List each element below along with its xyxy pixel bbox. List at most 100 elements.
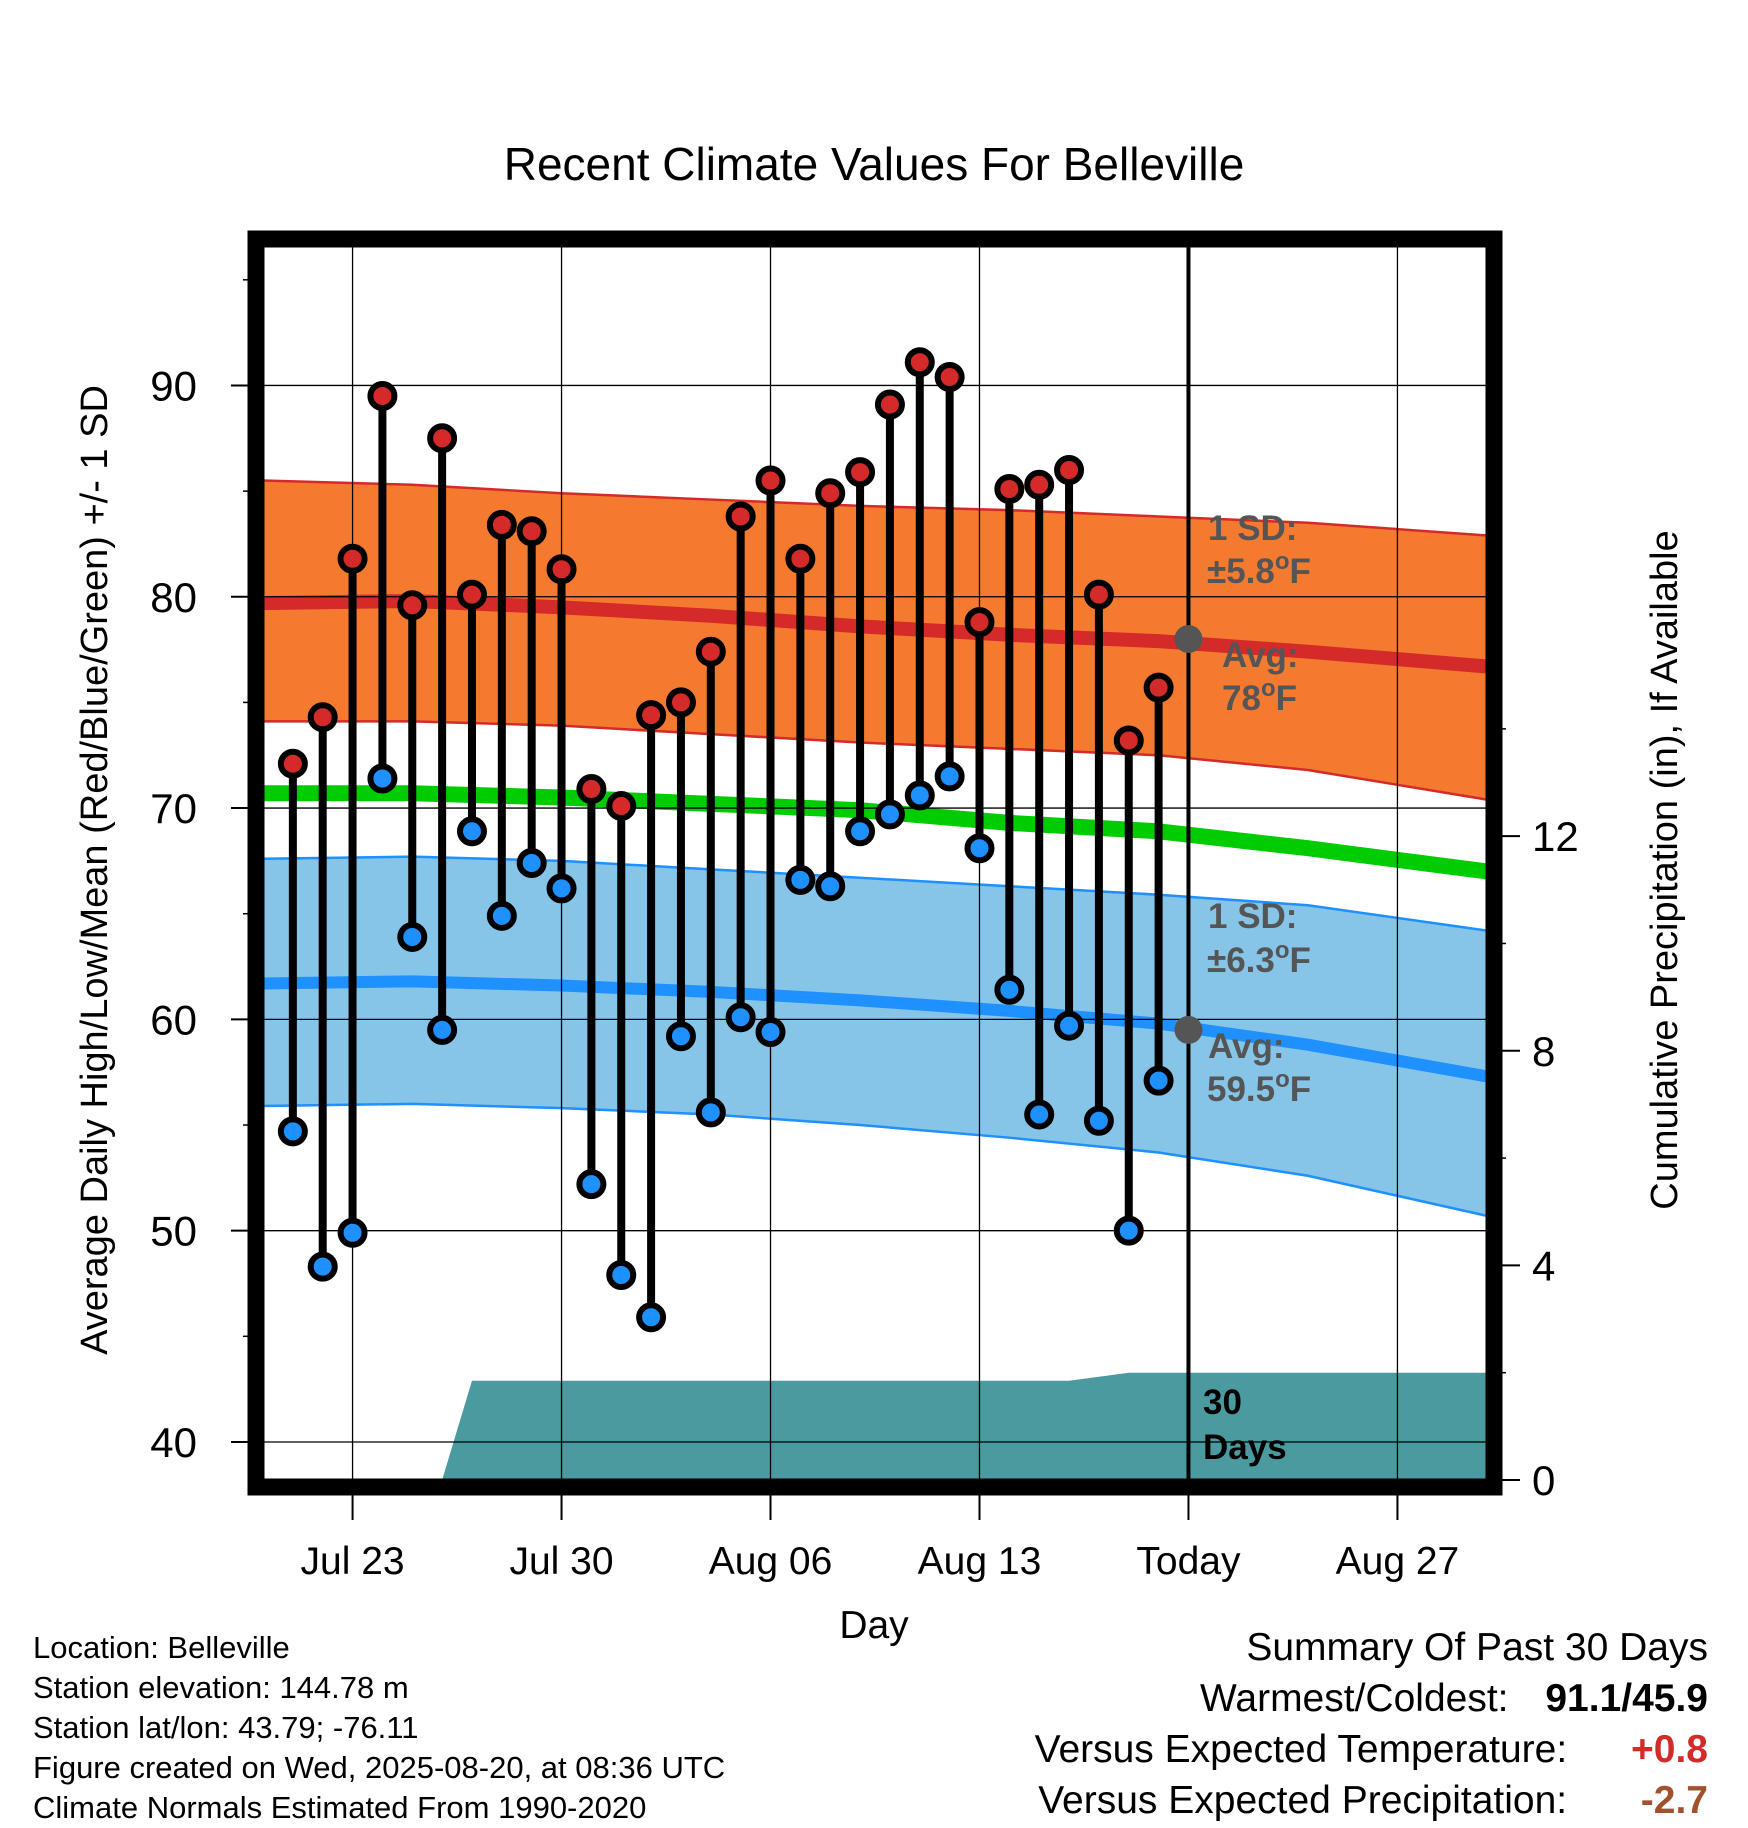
daily-high-point [636, 700, 667, 731]
y-axis-label-right: Cumulative Precipitation (in), If Availa… [1644, 530, 1686, 1209]
daily-high-point [1143, 672, 1174, 703]
x-tick-label: Jul 23 [301, 1540, 405, 1583]
daily-low-point [904, 780, 935, 811]
daily-low-point [1113, 1215, 1144, 1246]
daily-low-point [994, 974, 1025, 1005]
y-right-tick-label: 0 [1532, 1457, 1555, 1504]
precip-area [263, 1372, 1487, 1480]
daily-high-point [1113, 725, 1144, 756]
x-tick-label: Jul 30 [509, 1540, 613, 1583]
daily-high-point [695, 636, 726, 667]
daily-high-point [486, 509, 517, 540]
plot-frame [247, 230, 1503, 1496]
daily-low-point [964, 833, 995, 864]
temp-label: Versus Expected Temperature: [1034, 1728, 1568, 1771]
warmest-label: Warmest/Coldest: [1200, 1677, 1509, 1720]
daily-low-point [277, 1116, 308, 1147]
normal-low-line [262, 975, 1489, 1083]
daily-high-point [725, 501, 756, 532]
created-text: Figure created on Wed, 2025-08-20, at 08… [33, 1750, 726, 1785]
y-left-tick-label: 70 [150, 785, 197, 832]
high-sd-value: ±5.8oF [1207, 548, 1311, 591]
daily-low-point [1083, 1105, 1114, 1136]
daily-high-point [665, 687, 696, 718]
daily-high-point [904, 347, 935, 378]
y-right-tick-label: 4 [1532, 1242, 1555, 1289]
elevation-text: Station elevation: 144.78 m [33, 1670, 409, 1705]
daily-high-point [427, 423, 458, 454]
daily-high-point [874, 389, 905, 420]
x-axis-label: Day [839, 1604, 909, 1647]
daily-low-point [725, 1002, 756, 1033]
low-sd-band [263, 856, 1487, 1216]
low-sd-band-upper-edge [262, 855, 1488, 932]
high-avg-value: 78oF [1222, 675, 1297, 718]
daily-low-point [785, 864, 816, 895]
daily-high-point [456, 579, 487, 610]
daily-high-point [964, 607, 995, 638]
daily-low-point [367, 763, 398, 794]
daily-high-point [516, 516, 547, 547]
summary-precip-row: Versus Expected Precipitation: -2.7 [1035, 1775, 1708, 1826]
y-left-tick-label: 60 [150, 996, 197, 1043]
daily-low-point [1024, 1099, 1055, 1130]
station-metadata: Location: Belleville Station elevation: … [33, 1628, 725, 1828]
daily-high-point [845, 457, 876, 488]
daily-low-point [845, 816, 876, 847]
daily-high-point [934, 362, 965, 393]
daily-low-point [695, 1097, 726, 1128]
summary-panel: Summary Of Past 30 Days Warmest/Coldest:… [1035, 1622, 1708, 1826]
low-avg-value: 59.5oF [1207, 1066, 1311, 1109]
temp-value: +0.8 [1631, 1728, 1708, 1771]
daily-high-point [337, 543, 368, 574]
daily-low-point [755, 1017, 786, 1048]
location-text: Location: Belleville [33, 1630, 290, 1665]
high-sd-label: 1 SD: [1208, 509, 1297, 548]
today-high-avg-marker [1174, 625, 1203, 654]
latlon-text: Station lat/lon: 43.79; -76.11 [33, 1710, 419, 1745]
daily-high-point [277, 748, 308, 779]
today-low-avg-marker [1174, 1015, 1203, 1044]
today-days-label-1: 30 [1203, 1383, 1242, 1422]
daily-low-point [337, 1217, 368, 1248]
low-sd-value: ±6.3oF [1207, 937, 1311, 980]
low-sd-label: 1 SD: [1208, 897, 1297, 936]
daily-low-point [456, 816, 487, 847]
y-right-tick-label: 8 [1532, 1028, 1555, 1075]
y-left-tick-label: 50 [150, 1208, 197, 1255]
x-tick-label: Today [1136, 1540, 1241, 1583]
high-sd-band [263, 480, 1487, 800]
y-right-tick-label: 12 [1532, 813, 1579, 860]
daily-low-point [427, 1014, 458, 1045]
daily-low-point [546, 873, 577, 904]
daily-low-point [397, 921, 428, 952]
daily-low-point [606, 1260, 637, 1291]
daily-high-point [606, 790, 637, 821]
summary-warmest-row: Warmest/Coldest: 91.1/45.9 [1035, 1673, 1708, 1724]
y-left-tick-label: 40 [150, 1419, 197, 1466]
daily-low-point [636, 1302, 667, 1333]
x-tick-label: Aug 06 [709, 1540, 833, 1583]
summary-temp-row: Versus Expected Temperature: +0.8 [1035, 1724, 1708, 1775]
daily-low-point [934, 761, 965, 792]
high-avg-label: Avg: [1222, 636, 1298, 675]
daily-low-point [665, 1021, 696, 1052]
daily-high-point [1054, 454, 1085, 485]
warmest-value: 91.1/45.9 [1545, 1677, 1708, 1720]
daily-low-point [516, 848, 547, 878]
daily-high-point [994, 473, 1025, 504]
summary-title: Summary Of Past 30 Days [1246, 1626, 1708, 1669]
daily-high-point [1083, 579, 1114, 610]
daily-low-point [307, 1251, 338, 1282]
daily-high-point [576, 774, 607, 805]
daily-low-point [486, 900, 517, 931]
low-avg-label: Avg: [1208, 1027, 1284, 1066]
low-sd-band-lower-edge [262, 1102, 1488, 1218]
daily-high-point [755, 465, 786, 496]
y-left-tick-label: 90 [150, 362, 197, 409]
daily-low-point [874, 799, 905, 830]
daily-low-point [815, 871, 846, 902]
x-tick-label: Aug 13 [918, 1540, 1042, 1583]
